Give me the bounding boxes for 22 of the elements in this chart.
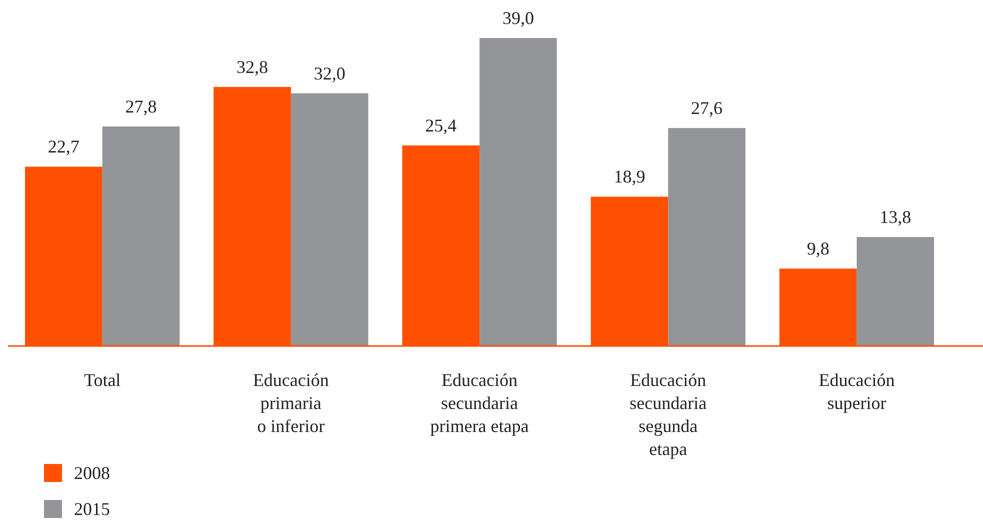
bar <box>102 126 180 346</box>
legend-label: 2008 <box>74 463 110 483</box>
bar <box>290 93 368 346</box>
x-tick-label: Educación secundaria primera etapa <box>430 370 529 436</box>
data-label: 27,8 <box>125 96 157 116</box>
data-label: 13,8 <box>880 207 912 228</box>
data-label: 9,8 <box>806 238 830 259</box>
data-label: 27,6 <box>691 98 723 118</box>
bar <box>856 237 934 346</box>
data-label: 32,0 <box>314 63 346 84</box>
bar <box>480 38 557 346</box>
data-label: 39,0 <box>502 8 534 28</box>
x-tick-label: Educación primaria o inferior <box>252 370 329 436</box>
data-label: 32,8 <box>236 56 268 77</box>
bar <box>668 128 746 346</box>
data-label: 25,4 <box>425 115 457 136</box>
data-label: 22,7 <box>48 136 80 157</box>
x-tick-label: Educación secundaria segunda etapa <box>630 370 707 459</box>
data-label: 18,9 <box>614 166 646 187</box>
x-tick-label: Total <box>84 370 121 390</box>
x-tick-label: Educación superior <box>818 370 895 413</box>
legend-label: 2015 <box>74 499 110 519</box>
